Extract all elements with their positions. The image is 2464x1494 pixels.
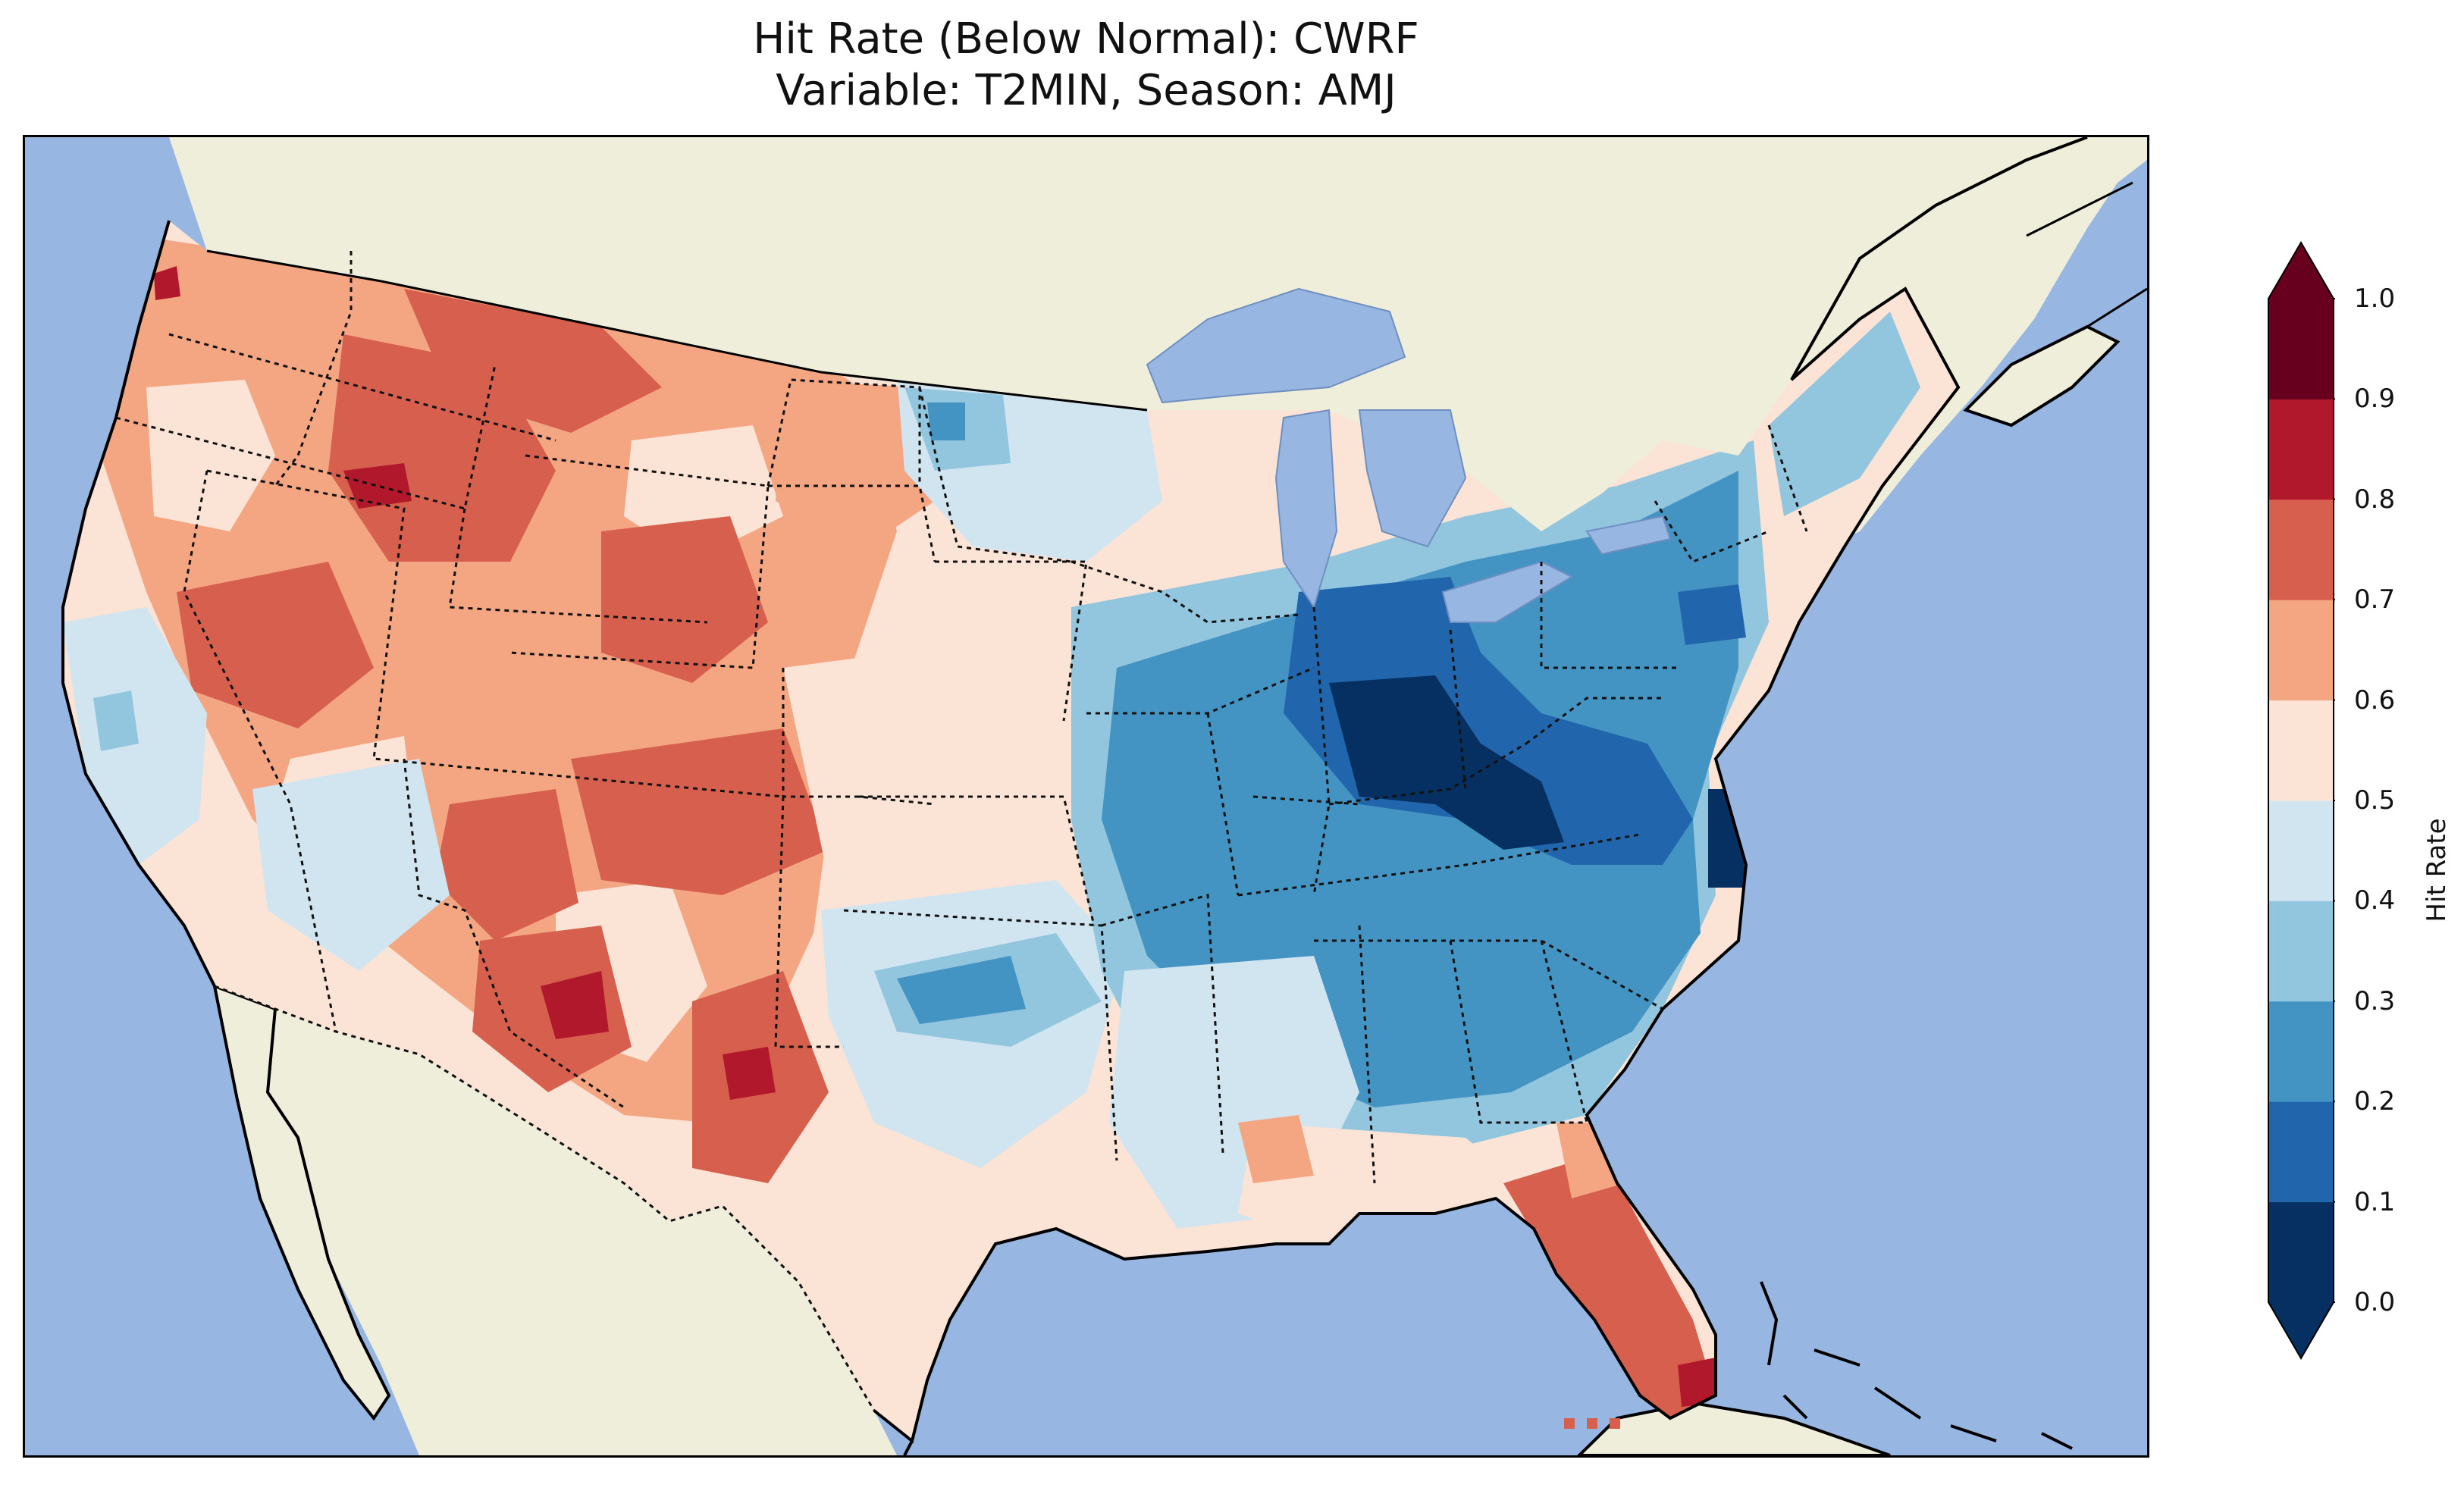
colorbar-bin-8 bbox=[2268, 399, 2334, 500]
colorbar-tick-label: 0.1 bbox=[2354, 1186, 2396, 1217]
colorbar-tick-label: 1.0 bbox=[2354, 283, 2396, 314]
colorbar-bin-1 bbox=[2268, 1101, 2334, 1203]
colorbar-bin-7 bbox=[2268, 499, 2334, 600]
lake-ontario bbox=[1585, 515, 1672, 556]
field-plains-05 bbox=[783, 637, 1086, 926]
colorbar-tick-label: 0.3 bbox=[2354, 985, 2396, 1016]
colorbar-tick-label: 0.9 bbox=[2354, 384, 2396, 415]
colorbar-label: Hit Rate bbox=[2422, 818, 2452, 922]
field-ohio-00 bbox=[1329, 675, 1564, 850]
us-mexico-border bbox=[214, 985, 876, 1411]
colorbar-bin-5 bbox=[2268, 700, 2334, 801]
field-basin-04 bbox=[252, 759, 450, 971]
us-coastline bbox=[61, 137, 2088, 1444]
field-florida-08 bbox=[1678, 1358, 1716, 1407]
colorbar-extend-min bbox=[2268, 1302, 2334, 1358]
bahamas bbox=[1760, 1281, 2073, 1450]
colorbar-tick-label: 0.4 bbox=[2354, 885, 2396, 916]
colorbar-bin-6 bbox=[2268, 600, 2334, 701]
field-montana-07 bbox=[404, 289, 662, 433]
field-louisiana-06 bbox=[1238, 1115, 1314, 1183]
title-line-1: Hit Rate (Below Normal): CWRF bbox=[753, 14, 1419, 64]
colorbar-extend-max bbox=[2268, 243, 2334, 299]
keys-square-3 bbox=[1610, 1418, 1620, 1429]
mexico-gulf-coastline bbox=[903, 1440, 914, 1455]
baja-peninsula bbox=[212, 983, 391, 1421]
field-nm-08 bbox=[723, 1047, 776, 1100]
field-cal-03 bbox=[93, 691, 139, 751]
field-utah-07 bbox=[434, 789, 578, 941]
great-lakes bbox=[1146, 287, 1672, 623]
lake-superior bbox=[1146, 287, 1406, 404]
hit-rate-field bbox=[63, 236, 1920, 1418]
keys-square-2 bbox=[1587, 1418, 1597, 1429]
colorbar-tick-label: 0.6 bbox=[2354, 684, 2396, 716]
lake-huron bbox=[1358, 409, 1467, 548]
state-borders bbox=[115, 251, 1808, 1184]
colorbar-tick-label: 0.7 bbox=[2354, 584, 2396, 615]
field-wa-08 bbox=[154, 266, 180, 300]
field-colorado-07 bbox=[571, 728, 829, 895]
field-idaho-08 bbox=[343, 463, 412, 509]
field-florida-07 bbox=[1503, 1153, 1716, 1418]
colorbar-tick-label: 0.8 bbox=[2354, 484, 2396, 515]
lake-erie bbox=[1441, 560, 1574, 623]
mexico-land bbox=[268, 1009, 897, 1455]
field-ny-01 bbox=[1678, 584, 1746, 645]
field-oregon-07 bbox=[177, 562, 374, 728]
map-title: Hit Rate (Below Normal): CWRF Variable: … bbox=[23, 14, 2149, 117]
field-texas-02 bbox=[897, 956, 1026, 1024]
colorbar-bin-3 bbox=[2268, 900, 2334, 1002]
colorbar-bin-0 bbox=[2268, 1201, 2334, 1303]
map-canvas bbox=[61, 137, 2147, 1455]
colorbar bbox=[2268, 241, 2335, 1360]
colorbar-tick-label: 0.0 bbox=[2354, 1287, 2396, 1317]
colorbar-bin-4 bbox=[2268, 800, 2334, 901]
field-mn-02 bbox=[927, 402, 965, 440]
colorbar-tick-label: 0.5 bbox=[2354, 785, 2396, 816]
colorbar-bin-9 bbox=[2268, 299, 2334, 399]
map-frame bbox=[23, 135, 2149, 1458]
colorbar-tick-label: 0.2 bbox=[2354, 1086, 2396, 1117]
cuba bbox=[1577, 1401, 1891, 1455]
title-line-2: Variable: T2MIN, Season: AMJ bbox=[776, 66, 1397, 115]
field-arizona-08 bbox=[541, 971, 609, 1039]
colorbar-bins bbox=[2268, 243, 2334, 1358]
us-canada-border bbox=[206, 249, 1148, 412]
field-wyoming-07 bbox=[601, 516, 768, 683]
canada-coastline bbox=[1964, 181, 2147, 412]
field-west-05a bbox=[146, 380, 275, 531]
colorbar-bin-2 bbox=[2268, 1001, 2334, 1102]
keys-square-1 bbox=[1564, 1418, 1575, 1429]
field-new-england-03 bbox=[1769, 312, 1920, 516]
